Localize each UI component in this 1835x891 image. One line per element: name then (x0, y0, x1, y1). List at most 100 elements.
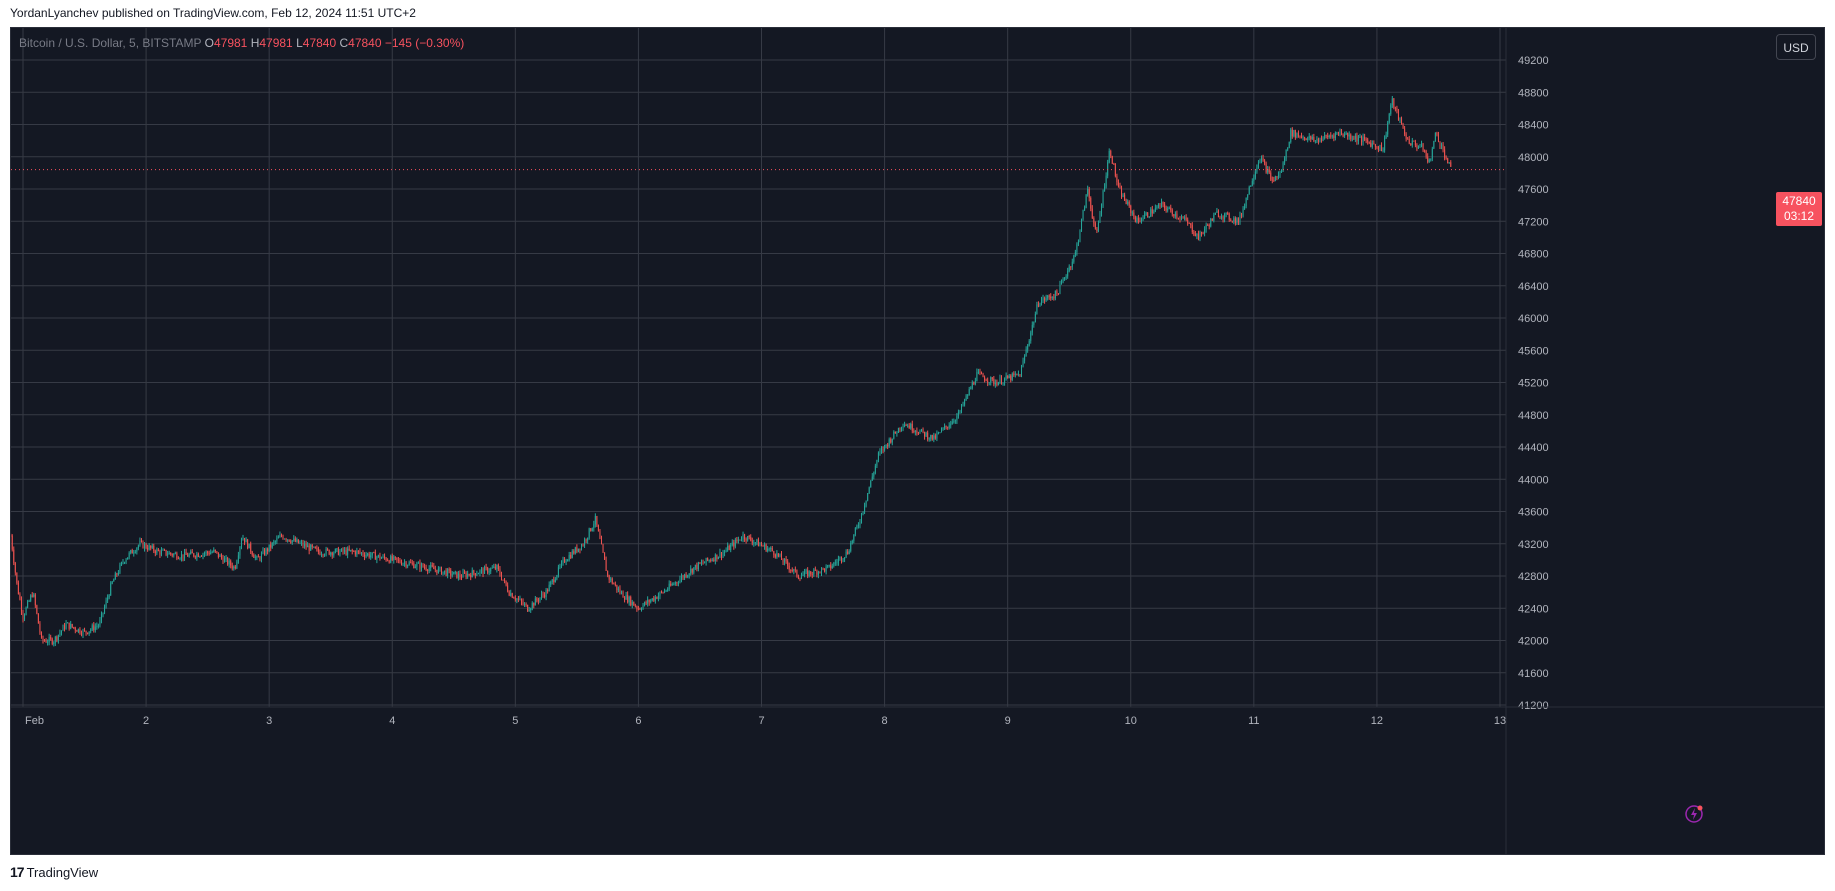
candle-body (80, 633, 82, 635)
y-tick-label: 48800 (1518, 87, 1549, 99)
candle-body (699, 562, 701, 564)
open-label: O (204, 36, 214, 50)
candle-body (1442, 144, 1444, 150)
candle-body (942, 428, 944, 430)
candle-body (902, 426, 904, 428)
currency-button[interactable]: USD (1776, 34, 1816, 60)
candle-body (16, 572, 18, 583)
candle-body (45, 640, 47, 643)
x-tick-label: 3 (266, 715, 272, 727)
x-tick-label: 7 (758, 715, 764, 727)
candle-body (71, 623, 73, 628)
candle-body (44, 640, 46, 642)
candle-body (1133, 212, 1135, 217)
candle-body (99, 620, 101, 626)
y-tick-label: 46400 (1518, 281, 1549, 293)
candle-body (177, 558, 179, 560)
candle-body (31, 595, 33, 597)
y-tick-label: 48400 (1518, 120, 1549, 132)
footer-brand[interactable]: 17 TradingView (10, 864, 98, 880)
candle-body (1122, 194, 1124, 197)
candle-body (393, 556, 395, 561)
candle-body (593, 524, 595, 529)
candle-body (467, 573, 469, 578)
candle-body (247, 539, 249, 549)
candle-body (1222, 216, 1224, 219)
candle-body (119, 564, 121, 573)
candle-body (956, 415, 958, 421)
candle-body (1367, 139, 1369, 142)
symbol-description[interactable]: Bitcoin / U.S. Dollar, 5, BITSTAMP (19, 36, 202, 50)
candle-body (1387, 122, 1389, 135)
candle-body (614, 584, 616, 585)
candle-body (345, 549, 347, 555)
candle-body (893, 431, 895, 439)
candle-body (1394, 107, 1396, 109)
candle-body (524, 604, 526, 605)
candle-body (679, 579, 681, 583)
candle-body (1241, 214, 1243, 216)
candle-body (596, 516, 598, 526)
candle-body (642, 605, 644, 610)
candle-body (474, 573, 476, 576)
candle-body (882, 448, 884, 451)
candle-body (1159, 204, 1161, 207)
candle-body (225, 557, 227, 559)
candle-body (57, 634, 59, 641)
candle-body (402, 563, 404, 565)
candle-body (1104, 186, 1106, 191)
candle-body (899, 427, 901, 430)
candle-body (654, 597, 656, 601)
candle-body (1071, 261, 1073, 267)
candle-body (771, 548, 773, 552)
candle-body (328, 549, 330, 555)
candle-body (1436, 132, 1438, 135)
candle-body (1313, 137, 1315, 141)
candle-body (404, 562, 406, 564)
candle-body (288, 539, 290, 542)
candle-body (1102, 190, 1104, 206)
candle-body (1182, 217, 1184, 219)
candle-body (1187, 219, 1189, 224)
candle-body (717, 556, 719, 560)
candle-body (1256, 167, 1258, 172)
y-tick-label: 42800 (1518, 571, 1549, 583)
candle-body (1227, 213, 1229, 214)
candle-body (1311, 137, 1313, 140)
candle-body (971, 382, 973, 389)
candle-body (370, 555, 372, 558)
candle-body (577, 548, 579, 552)
chart-panel[interactable]: 41200 41600 42000 42400 42800 43200 43600 44000… (10, 27, 1825, 855)
candle-body (928, 438, 930, 440)
candle-body (544, 594, 546, 597)
candle-body (208, 552, 210, 555)
y-tick-label: 46800 (1518, 249, 1549, 261)
candle-body (1081, 219, 1083, 231)
candle-body (334, 549, 336, 553)
candle-body (413, 563, 415, 569)
candle-body (580, 544, 582, 550)
candle-body (87, 632, 89, 634)
candle-body (1450, 162, 1452, 167)
candle-body (1285, 149, 1287, 159)
candle-body (876, 460, 878, 466)
candle-body (1150, 209, 1152, 217)
candle-body (1444, 149, 1446, 158)
candle-body (887, 444, 889, 447)
candle-body (991, 377, 993, 379)
candle-body (407, 565, 409, 567)
candle-body (744, 534, 746, 540)
candle-body (1039, 304, 1041, 306)
lightning-icon[interactable] (1684, 804, 1704, 824)
candle-body (1382, 150, 1384, 151)
candle-body (750, 537, 752, 541)
candle-body (394, 556, 396, 558)
candle-body (1261, 158, 1263, 161)
candle-body (797, 576, 799, 579)
price-chart[interactable]: 41200 41600 42000 42400 42800 43200 43600 44000… (11, 28, 1824, 854)
candle-body (530, 608, 532, 611)
candle-body (479, 570, 481, 574)
candle-body (36, 605, 38, 614)
candle-body (1374, 144, 1376, 147)
candle-body (339, 551, 341, 555)
